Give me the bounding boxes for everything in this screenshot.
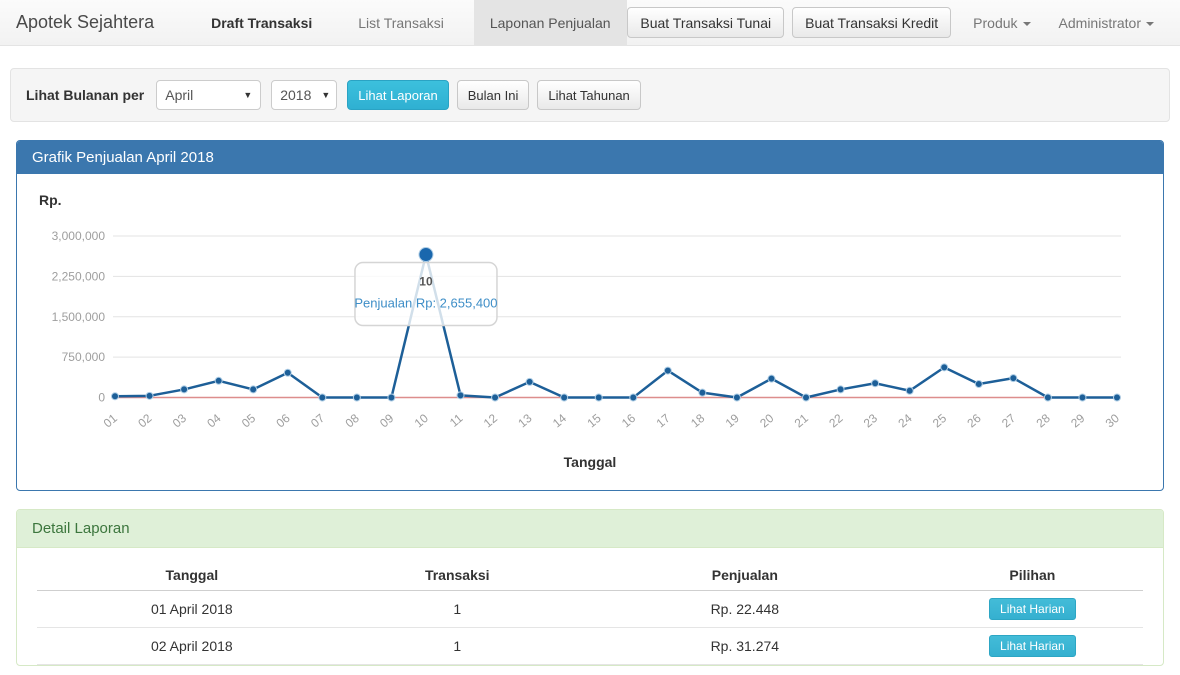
svg-text:2,250,000: 2,250,000 xyxy=(52,269,106,283)
bulan-ini-button[interactable]: Bulan Ini xyxy=(456,80,530,110)
sales-line-chart[interactable]: 750,000 1,500,000 2,250,000 3,000,000 0 01 02 0… xyxy=(17,210,1163,440)
svg-text:03: 03 xyxy=(170,411,189,431)
svg-text:28: 28 xyxy=(1034,411,1053,431)
svg-text:19: 19 xyxy=(723,411,742,431)
svg-text:29: 29 xyxy=(1068,411,1087,431)
produk-dropdown[interactable]: Produk xyxy=(959,15,1044,31)
caret-down-icon xyxy=(1022,21,1031,26)
svg-text:27: 27 xyxy=(999,411,1018,431)
svg-text:10: 10 xyxy=(412,411,431,431)
button-label: Buat Transaksi Kredit xyxy=(805,14,939,31)
svg-text:22: 22 xyxy=(826,411,845,431)
svg-text:04: 04 xyxy=(204,411,223,431)
buat-transaksi-kredit-button[interactable]: Buat Transaksi Kredit xyxy=(792,7,952,38)
buat-transaksi-tunai-button[interactable]: Buat Transaksi Tunai xyxy=(627,7,785,38)
table-row: 02 April 2018 1 Rp. 31.274 Lihat Harian xyxy=(37,628,1143,665)
svg-text:15: 15 xyxy=(584,411,603,431)
nav-item-laporan-penjualan[interactable]: Laponan Penjualan xyxy=(473,0,627,45)
cell-pilihan: Lihat Harian xyxy=(922,628,1143,665)
svg-text:17: 17 xyxy=(654,411,673,431)
button-label: Buat Transaksi Tunai xyxy=(640,14,772,31)
lihat-tahunan-button[interactable]: Lihat Tahunan xyxy=(537,80,641,110)
nav-item-label: Draft Transaksi xyxy=(211,14,313,31)
svg-text:26: 26 xyxy=(964,411,983,431)
svg-text:07: 07 xyxy=(308,411,327,431)
nav-item-label: Laponan Penjualan xyxy=(489,14,611,31)
col-header-penjualan: Penjualan xyxy=(711,567,778,583)
svg-text:18: 18 xyxy=(688,411,707,431)
svg-text:23: 23 xyxy=(861,411,880,431)
col-header-tanggal: Tanggal xyxy=(165,567,219,583)
svg-text:11: 11 xyxy=(447,411,466,430)
detail-table-wrap: Tanggal Transaksi Penjualan Pilihan 01 A… xyxy=(17,548,1163,665)
svg-text:21: 21 xyxy=(792,411,811,431)
svg-text:750,000: 750,000 xyxy=(62,350,106,364)
svg-text:09: 09 xyxy=(377,411,396,431)
y-axis-unit-label: Rp. xyxy=(39,192,62,208)
svg-text:02: 02 xyxy=(135,411,154,431)
svg-text:20: 20 xyxy=(757,411,776,431)
detail-table: Tanggal Transaksi Penjualan Pilihan 01 A… xyxy=(37,560,1143,665)
table-row: 01 April 2018 1 Rp. 22.448 Lihat Harian xyxy=(37,591,1143,628)
svg-text:01: 01 xyxy=(101,411,120,431)
app-brand[interactable]: Apotek Sejahtera xyxy=(16,12,155,32)
svg-text:14: 14 xyxy=(550,411,569,431)
svg-text:Penjualan Rp: 2,655,400: Penjualan Rp: 2,655,400 xyxy=(354,296,497,311)
month-select-value: April xyxy=(165,87,194,103)
col-header-pilihan: Pilihan xyxy=(1009,567,1056,583)
detail-report-panel: Detail Laporan Tanggal Transaksi Penjual… xyxy=(16,509,1164,666)
cell-tanggal: 02 April 2018 xyxy=(150,638,233,654)
nav-item-label: List Transaksi xyxy=(358,14,444,31)
svg-text:3,000,000: 3,000,000 xyxy=(52,229,106,243)
chart-panel-title: Grafik Penjualan April 2018 xyxy=(17,141,1163,174)
svg-text:1,500,000: 1,500,000 xyxy=(52,310,106,324)
svg-text:0: 0 xyxy=(98,391,105,405)
navbar-right: Buat Transaksi Tunai Buat Transaksi Kred… xyxy=(627,0,1180,45)
detail-table-header-row: Tanggal Transaksi Penjualan Pilihan xyxy=(37,560,1143,591)
dropdown-label: Administrator xyxy=(1058,14,1141,31)
cell-pilihan: Lihat Harian xyxy=(922,591,1143,628)
monthly-filter-bar: Lihat Bulanan per April ▼ 2018 ▼ Lihat L… xyxy=(10,68,1170,122)
year-select-value: 2018 xyxy=(280,87,312,103)
year-select[interactable]: 2018 ▼ xyxy=(271,80,338,110)
nav-item-list-transaksi[interactable]: List Transaksi xyxy=(342,0,460,45)
svg-text:24: 24 xyxy=(895,411,914,431)
svg-text:10: 10 xyxy=(419,275,433,289)
month-select[interactable]: April ▼ xyxy=(156,80,262,110)
cell-penjualan: Rp. 22.448 xyxy=(710,601,780,617)
select-arrow-icon: ▼ xyxy=(321,90,331,100)
cell-transaksi: 1 xyxy=(453,638,462,654)
svg-text:06: 06 xyxy=(273,411,292,431)
svg-text:08: 08 xyxy=(343,411,362,431)
lihat-laporan-button[interactable]: Lihat Laporan xyxy=(347,80,449,110)
administrator-dropdown[interactable]: Administrator xyxy=(1045,15,1168,31)
cell-penjualan: Rp. 31.274 xyxy=(710,638,780,654)
lihat-harian-button[interactable]: Lihat Harian xyxy=(989,598,1076,620)
cell-transaksi: 1 xyxy=(453,601,462,617)
svg-text:12: 12 xyxy=(481,411,500,431)
cell-tanggal: 01 April 2018 xyxy=(150,601,233,617)
svg-text:25: 25 xyxy=(930,411,949,431)
select-arrow-icon: ▼ xyxy=(243,90,253,100)
lihat-harian-button[interactable]: Lihat Harian xyxy=(989,635,1076,657)
col-header-transaksi: Transaksi xyxy=(424,567,490,583)
sales-chart-panel: Grafik Penjualan April 2018 Rp. 750,000 1… xyxy=(16,140,1164,491)
x-axis-title: Tanggal xyxy=(563,454,617,470)
main-nav: Draft Transaksi List Transaksi Laponan P… xyxy=(181,0,627,45)
filter-label: Lihat Bulanan per xyxy=(26,87,145,103)
top-navbar: Apotek Sejahtera Draft Transaksi List Tr… xyxy=(0,0,1180,46)
caret-down-icon xyxy=(1146,21,1154,26)
svg-text:30: 30 xyxy=(1103,411,1122,431)
svg-text:16: 16 xyxy=(619,411,638,431)
detail-panel-title: Detail Laporan xyxy=(17,510,1163,548)
nav-item-draft-transaksi[interactable]: Draft Transaksi xyxy=(195,0,328,45)
chart-panel-body: Rp. 750,000 1,500,000 2,250,000 3,000,000 0 0… xyxy=(17,174,1163,490)
dropdown-label: Produk xyxy=(973,14,1018,31)
svg-text:05: 05 xyxy=(239,411,258,431)
svg-text:13: 13 xyxy=(515,411,534,431)
